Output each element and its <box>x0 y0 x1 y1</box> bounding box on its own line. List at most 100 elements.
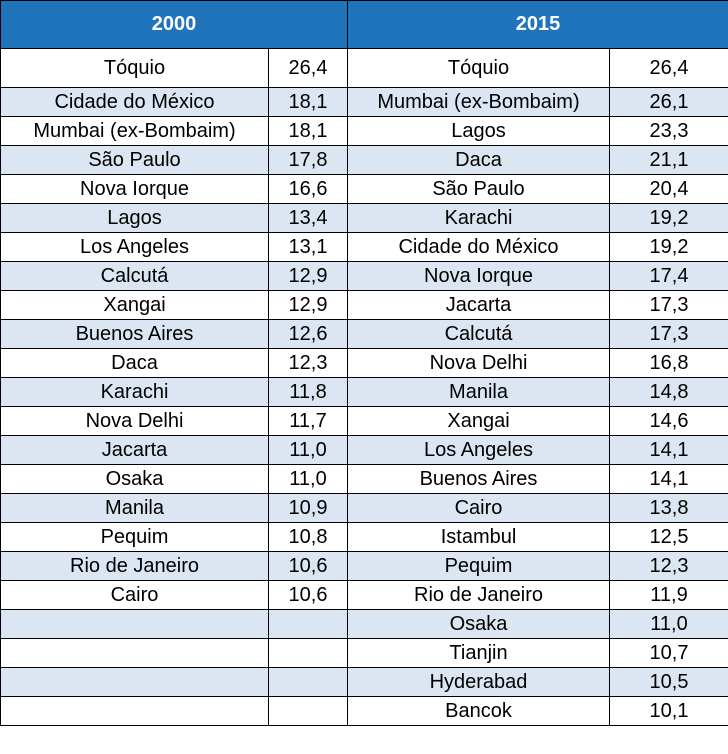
city-name-2015: Hyderabad <box>347 667 610 697</box>
population-2015: 14,8 <box>609 377 728 407</box>
population-2000 <box>268 696 348 726</box>
population-2000: 10,6 <box>268 580 348 610</box>
table-row: Hyderabad 10,5 <box>0 667 728 697</box>
header-year-2000: 2000 <box>0 0 348 49</box>
city-name-2015: Daca <box>347 145 610 175</box>
city-name-2015: Lagos <box>347 116 610 146</box>
city-name-2015: Tianjin <box>347 638 610 668</box>
city-name-2000: Calcutá <box>0 261 269 291</box>
city-name-2000 <box>0 667 269 697</box>
population-2015: 21,1 <box>609 145 728 175</box>
population-2015: 19,2 <box>609 232 728 262</box>
header-row: 2000 2015 <box>0 0 728 49</box>
population-2015: 26,1 <box>609 87 728 117</box>
city-name-2000: Rio de Janeiro <box>0 551 269 581</box>
city-name-2015: Rio de Janeiro <box>347 580 610 610</box>
table-row: Osaka 11,0 Buenos Aires 14,1 <box>0 464 728 494</box>
city-name-2015: Xangai <box>347 406 610 436</box>
city-name-2000: Osaka <box>0 464 269 494</box>
table-row: Buenos Aires 12,6 Calcutá 17,3 <box>0 319 728 349</box>
city-name-2015: Los Angeles <box>347 435 610 465</box>
city-name-2000: Cidade do México <box>0 87 269 117</box>
population-2015: 17,3 <box>609 319 728 349</box>
city-name-2000: Daca <box>0 348 269 378</box>
city-name-2015: Mumbai (ex-Bombaim) <box>347 87 610 117</box>
city-name-2015: Cidade do México <box>347 232 610 262</box>
city-name-2015: Karachi <box>347 203 610 233</box>
population-2000: 18,1 <box>268 116 348 146</box>
city-name-2000: Tóquio <box>0 48 269 88</box>
population-2015: 11,9 <box>609 580 728 610</box>
city-name-2015: Nova Iorque <box>347 261 610 291</box>
table-row: Osaka 11,0 <box>0 609 728 639</box>
table-row: Tóquio 26,4 Tóquio 26,4 <box>0 48 728 88</box>
city-name-2000: Buenos Aires <box>0 319 269 349</box>
table-row: Rio de Janeiro 10,6 Pequim 12,3 <box>0 551 728 581</box>
population-2000: 17,8 <box>268 145 348 175</box>
population-2015: 23,3 <box>609 116 728 146</box>
city-name-2000 <box>0 638 269 668</box>
table-row: Manila 10,9 Cairo 13,8 <box>0 493 728 523</box>
population-2000: 12,9 <box>268 261 348 291</box>
header-year-2015: 2015 <box>347 0 728 49</box>
population-2000 <box>268 609 348 639</box>
table-row: Nova Delhi 11,7 Xangai 14,6 <box>0 406 728 436</box>
population-2000: 11,0 <box>268 435 348 465</box>
table-row: Xangai 12,9 Jacarta 17,3 <box>0 290 728 320</box>
city-name-2000 <box>0 696 269 726</box>
city-name-2000: São Paulo <box>0 145 269 175</box>
city-name-2000: Xangai <box>0 290 269 320</box>
population-2000 <box>268 667 348 697</box>
population-2015: 12,3 <box>609 551 728 581</box>
population-2015: 17,4 <box>609 261 728 291</box>
city-name-2000: Nova Iorque <box>0 174 269 204</box>
city-name-2015: Cairo <box>347 493 610 523</box>
table-row: São Paulo 17,8 Daca 21,1 <box>0 145 728 175</box>
population-2000 <box>268 638 348 668</box>
population-2000: 12,6 <box>268 319 348 349</box>
table-row: Cairo 10,6 Rio de Janeiro 11,9 <box>0 580 728 610</box>
population-2015: 14,1 <box>609 435 728 465</box>
population-2015: 11,0 <box>609 609 728 639</box>
city-name-2015: Osaka <box>347 609 610 639</box>
population-2015: 10,5 <box>609 667 728 697</box>
population-2000: 11,8 <box>268 377 348 407</box>
city-name-2000 <box>0 609 269 639</box>
population-2000: 10,6 <box>268 551 348 581</box>
population-2000: 11,7 <box>268 406 348 436</box>
population-2015: 17,3 <box>609 290 728 320</box>
population-2000: 10,9 <box>268 493 348 523</box>
population-2015: 26,4 <box>609 48 728 88</box>
city-name-2015: Manila <box>347 377 610 407</box>
population-2015: 16,8 <box>609 348 728 378</box>
table-row: Bancok 10,1 <box>0 696 728 726</box>
city-name-2000: Karachi <box>0 377 269 407</box>
city-name-2000: Cairo <box>0 580 269 610</box>
city-name-2015: Calcutá <box>347 319 610 349</box>
table-row: Nova Iorque 16,6 São Paulo 20,4 <box>0 174 728 204</box>
city-name-2000: Mumbai (ex-Bombaim) <box>0 116 269 146</box>
population-2000: 12,9 <box>268 290 348 320</box>
table-row: Daca 12,3 Nova Delhi 16,8 <box>0 348 728 378</box>
population-2015: 13,8 <box>609 493 728 523</box>
population-2000: 26,4 <box>268 48 348 88</box>
population-2015: 10,7 <box>609 638 728 668</box>
table-row: Cidade do México 18,1 Mumbai (ex-Bombaim) 2… <box>0 87 728 117</box>
city-name-2015: Nova Delhi <box>347 348 610 378</box>
city-name-2015: Bancok <box>347 696 610 726</box>
table-row: Mumbai (ex-Bombaim) 18,1 Lagos 23,3 <box>0 116 728 146</box>
table-row: Calcutá 12,9 Nova Iorque 17,4 <box>0 261 728 291</box>
table-row: Karachi 11,8 Manila 14,8 <box>0 377 728 407</box>
table-row: Tianjin 10,7 <box>0 638 728 668</box>
city-name-2000: Manila <box>0 493 269 523</box>
population-2015: 20,4 <box>609 174 728 204</box>
city-name-2000: Nova Delhi <box>0 406 269 436</box>
city-name-2015: Tóquio <box>347 48 610 88</box>
table-row: Jacarta 11,0 Los Angeles 14,1 <box>0 435 728 465</box>
city-name-2015: São Paulo <box>347 174 610 204</box>
table-row: Lagos 13,4 Karachi 19,2 <box>0 203 728 233</box>
population-2000: 10,8 <box>268 522 348 552</box>
population-2000: 18,1 <box>268 87 348 117</box>
population-2000: 11,0 <box>268 464 348 494</box>
city-name-2000: Pequim <box>0 522 269 552</box>
